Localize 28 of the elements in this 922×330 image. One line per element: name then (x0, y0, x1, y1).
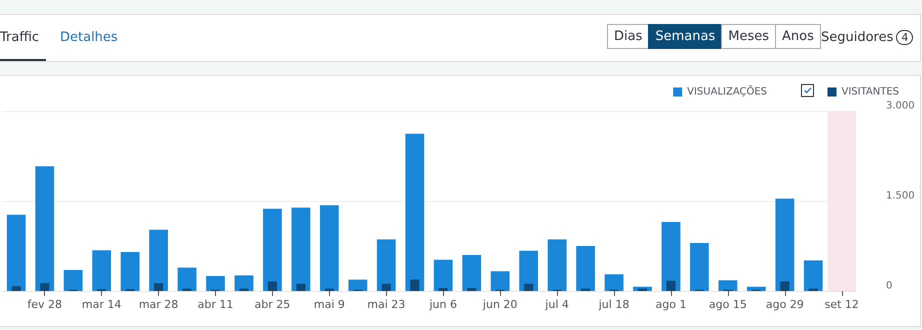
text: Anos (775, 24, 821, 49)
x-tick-label: mai 9 (314, 298, 345, 311)
text: Detalhes (60, 30, 118, 45)
x-tick-label: ago 1 (655, 298, 686, 311)
text: Semanas (648, 24, 722, 49)
x-tick-label: ago 29 (766, 298, 804, 311)
text: Dias (607, 24, 650, 49)
text: Traffic (0, 30, 40, 45)
x-tick-label: jun 20 (482, 298, 518, 311)
y-tick-label: 0 (886, 280, 892, 292)
x-tick-label: abr 25 (254, 298, 290, 311)
x-tick-label: mar 28 (138, 298, 178, 311)
text: Seguidores (821, 30, 894, 45)
x-tick-label: mai 23 (367, 298, 406, 311)
x-tick-label: jul 4 (544, 298, 569, 311)
x-tick-label: jun 6 (428, 298, 457, 311)
text: 4 (896, 30, 914, 45)
x-tick-label: mar 14 (82, 298, 122, 311)
y-tick-label: 1.500 (886, 190, 915, 202)
x-tick-label: abr 11 (198, 298, 234, 311)
x-tick-label: jul 18 (598, 298, 630, 311)
x-tick-label: set 12 (824, 298, 859, 311)
legend-label: VISITANTES (841, 86, 899, 98)
legend-label: VISUALIZAÇÕES (687, 84, 768, 98)
x-tick-label: ago 15 (708, 298, 747, 311)
x-tick-label: fev 28 (27, 298, 62, 311)
y-tick-label: 3.000 (886, 100, 915, 112)
text: Meses (721, 24, 776, 49)
